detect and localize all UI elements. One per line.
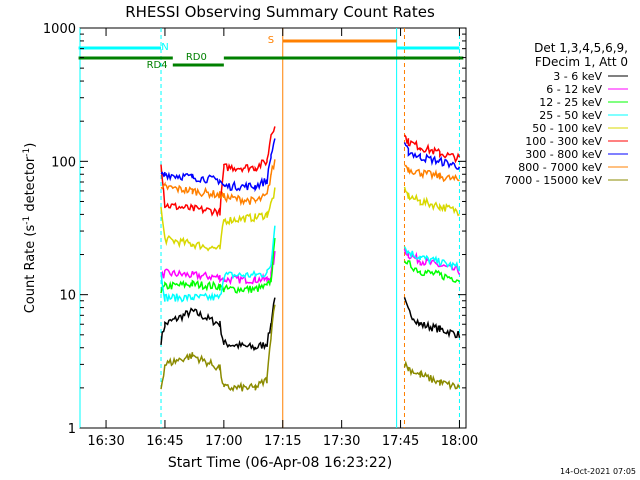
legend-entry-label: 25 - 50 keV — [539, 109, 602, 122]
y-axis-label-part: ) — [23, 143, 38, 148]
y-axis-label: Count Rate (s-1 detector-1) — [22, 143, 38, 314]
series-line — [403, 142, 461, 170]
y-tick-label: 1000 — [43, 22, 76, 37]
y-axis-label-part: detector — [23, 156, 38, 216]
series-line — [403, 297, 461, 339]
y-tick-label: 100 — [51, 155, 76, 170]
series-line — [403, 246, 461, 272]
legend-entry-label: 6 - 12 keV — [546, 83, 602, 96]
y-tick-label: 1 — [68, 422, 76, 437]
legend-header: Det 1,3,4,5,6,9, — [534, 41, 628, 55]
x-tick-label: 17:45 — [382, 434, 419, 449]
status-bar-label: N — [161, 42, 168, 53]
y-axis-label-part: -1 — [22, 216, 32, 225]
series-line — [160, 251, 276, 286]
series-line — [160, 159, 276, 207]
chart-title: RHESSI Observing Summary Count Rates — [125, 3, 435, 21]
series-line — [403, 360, 461, 391]
series-line — [160, 225, 276, 303]
series-line — [160, 187, 276, 252]
series-line — [160, 304, 276, 393]
x-tick-label: 17:00 — [205, 434, 242, 449]
legend-entry-label: 3 - 6 keV — [553, 70, 602, 83]
x-tick-label: 17:30 — [323, 434, 360, 449]
x-tick-label: 16:45 — [146, 434, 183, 449]
x-tick-label: 18:00 — [441, 434, 478, 449]
legend-entry-label: 50 - 100 keV — [532, 122, 602, 135]
x-axis-label: Start Time (06-Apr-08 16:23:22) — [168, 455, 392, 471]
status-bar-label: RD4 — [147, 60, 168, 71]
x-tick-label: 16:30 — [87, 434, 124, 449]
series-line — [403, 186, 460, 217]
series-line — [160, 138, 276, 193]
legend-entry-label: 12 - 25 keV — [539, 96, 602, 109]
series-line — [160, 126, 276, 218]
y-axis-label-part: Count Rate (s — [23, 225, 38, 314]
legend-header: FDecim 1, Att 0 — [535, 55, 628, 69]
status-bar-label: RD0 — [186, 52, 207, 63]
legend-entry-label: 7000 - 15000 keV — [504, 174, 602, 187]
generation-timestamp: 14-Oct-2021 07:05 — [560, 467, 636, 476]
y-axis-label-part: -1 — [22, 148, 32, 157]
legend-entry-label: 100 - 300 keV — [525, 135, 602, 148]
series-line — [160, 297, 276, 352]
y-tick-label: 10 — [59, 289, 76, 304]
series-line — [403, 260, 461, 283]
series-line — [160, 237, 276, 295]
x-tick-label: 17:15 — [264, 434, 301, 449]
series-line — [404, 164, 460, 183]
legend-entry-label: 800 - 7000 keV — [518, 161, 602, 174]
series-line — [403, 134, 461, 164]
legend-entry-label: 300 - 800 keV — [525, 148, 602, 161]
status-bar-label: S — [268, 35, 274, 46]
